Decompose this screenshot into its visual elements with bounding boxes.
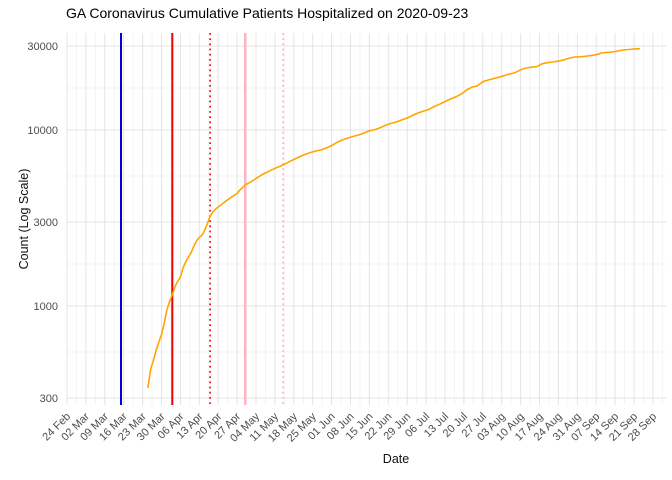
x-axis-title: Date xyxy=(0,452,672,466)
x-axis-title-text: Date xyxy=(382,452,410,466)
y-axis-title: Count (Log Scale) xyxy=(17,168,31,270)
y-tick-label: 1000 xyxy=(34,301,58,313)
y-tick-label: 3000 xyxy=(34,217,58,229)
y-tick-label: 300 xyxy=(40,393,58,405)
chart-title: GA Coronavirus Cumulative Patients Hospi… xyxy=(66,5,469,21)
series-line-cumulative-patients-hospitalized xyxy=(147,47,641,389)
y-tick-label: 30000 xyxy=(27,41,58,53)
y-tick-label: 10000 xyxy=(27,125,58,137)
